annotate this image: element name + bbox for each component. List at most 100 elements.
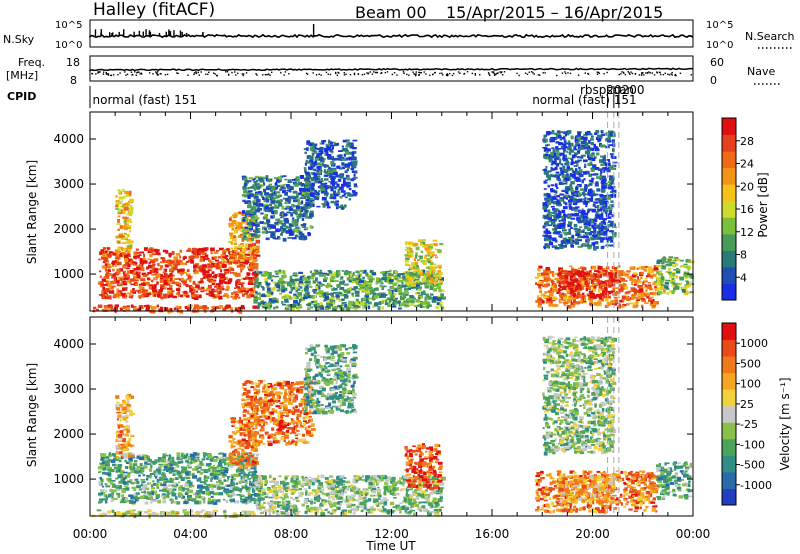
range-cell bbox=[204, 273, 208, 276]
range-cell bbox=[547, 157, 551, 160]
range-cell bbox=[266, 223, 269, 225]
range-cell bbox=[123, 277, 129, 280]
range-cell bbox=[163, 277, 168, 279]
range-cell bbox=[316, 283, 319, 287]
range-cell bbox=[669, 279, 672, 283]
range-cell bbox=[197, 251, 201, 256]
range-cell bbox=[149, 284, 153, 286]
range-cell bbox=[178, 285, 182, 288]
range-cell bbox=[289, 223, 294, 227]
range-cell bbox=[302, 213, 305, 218]
range-cell bbox=[308, 166, 314, 169]
range-cell bbox=[266, 293, 271, 297]
range-cell bbox=[431, 279, 435, 283]
range-cell bbox=[374, 302, 379, 307]
range-cell bbox=[259, 184, 264, 187]
range-cell bbox=[228, 266, 233, 271]
range-cell bbox=[354, 280, 359, 284]
range-cell bbox=[248, 237, 252, 240]
range-cell bbox=[620, 305, 625, 308]
range-cell bbox=[279, 202, 282, 205]
range-cell bbox=[250, 233, 256, 237]
range-cell bbox=[626, 303, 630, 306]
range-cell bbox=[257, 305, 260, 310]
range-cell bbox=[249, 239, 253, 243]
range-cell bbox=[222, 264, 227, 268]
range-cell bbox=[603, 293, 607, 296]
range-cell bbox=[548, 211, 553, 214]
range-cell bbox=[124, 223, 127, 226]
range-cell bbox=[247, 247, 251, 251]
range-cell bbox=[579, 169, 582, 173]
range-cell bbox=[595, 130, 600, 134]
range-cell bbox=[132, 272, 135, 276]
range-cell bbox=[218, 264, 223, 269]
range-cell bbox=[120, 237, 125, 240]
nave-dot bbox=[131, 73, 134, 76]
range-cell bbox=[585, 272, 590, 276]
range-cell bbox=[418, 282, 423, 286]
range-cell bbox=[229, 217, 232, 222]
nsky-line bbox=[89, 33, 694, 39]
range-cell bbox=[429, 253, 434, 257]
range-cell bbox=[124, 259, 128, 262]
range-cell bbox=[309, 198, 314, 202]
range-cell bbox=[615, 299, 618, 302]
range-cell bbox=[165, 294, 168, 299]
nave-dot bbox=[374, 71, 377, 74]
range-cell bbox=[607, 135, 613, 138]
range-cell bbox=[270, 231, 274, 236]
range-cell bbox=[550, 199, 554, 204]
range-cell bbox=[311, 152, 315, 155]
range-cell bbox=[343, 271, 349, 275]
nave-dot bbox=[105, 71, 108, 74]
range-cell bbox=[332, 306, 336, 309]
range-cell bbox=[247, 233, 252, 238]
range-cell bbox=[573, 295, 576, 298]
range-cell bbox=[145, 281, 150, 286]
range-cell bbox=[152, 291, 158, 295]
range-cell bbox=[332, 273, 336, 276]
range-cell bbox=[652, 273, 657, 277]
range-cell bbox=[327, 154, 332, 158]
nave-dot bbox=[446, 73, 448, 75]
range-cell bbox=[422, 270, 425, 275]
range-cell bbox=[344, 170, 348, 174]
range-cell bbox=[546, 296, 550, 299]
range-cell bbox=[118, 268, 124, 272]
range-cell bbox=[429, 262, 434, 266]
range-cell bbox=[547, 237, 553, 240]
range-cell bbox=[581, 179, 584, 184]
range-cell bbox=[410, 281, 416, 285]
range-cell bbox=[624, 273, 630, 276]
range-cell bbox=[309, 199, 315, 202]
range-cell bbox=[98, 294, 102, 296]
range-cell bbox=[585, 142, 589, 144]
range-cell bbox=[297, 181, 302, 186]
range-cell bbox=[294, 224, 297, 228]
range-cell bbox=[404, 304, 410, 308]
range-cell bbox=[552, 231, 556, 235]
range-cell bbox=[334, 193, 339, 197]
range-cell bbox=[604, 296, 607, 299]
nave-dot bbox=[318, 73, 320, 76]
range-cell bbox=[545, 238, 550, 241]
range-cell bbox=[220, 253, 225, 258]
nave-dot bbox=[177, 72, 179, 75]
range-cell bbox=[348, 300, 353, 305]
range-cell bbox=[339, 292, 344, 297]
nave-dot bbox=[396, 74, 398, 76]
range-cell bbox=[547, 193, 551, 197]
range-cell bbox=[116, 223, 121, 225]
range-cell bbox=[609, 282, 612, 285]
range-cell bbox=[605, 236, 609, 240]
nave-dot bbox=[425, 73, 427, 75]
nave-dot bbox=[367, 73, 369, 75]
range-cell bbox=[317, 181, 322, 184]
range-cell bbox=[116, 256, 120, 259]
range-cell bbox=[591, 242, 596, 246]
range-cell bbox=[292, 190, 298, 194]
range-cell bbox=[660, 282, 664, 285]
nave-dot bbox=[140, 72, 142, 74]
nave-dot bbox=[386, 71, 389, 73]
